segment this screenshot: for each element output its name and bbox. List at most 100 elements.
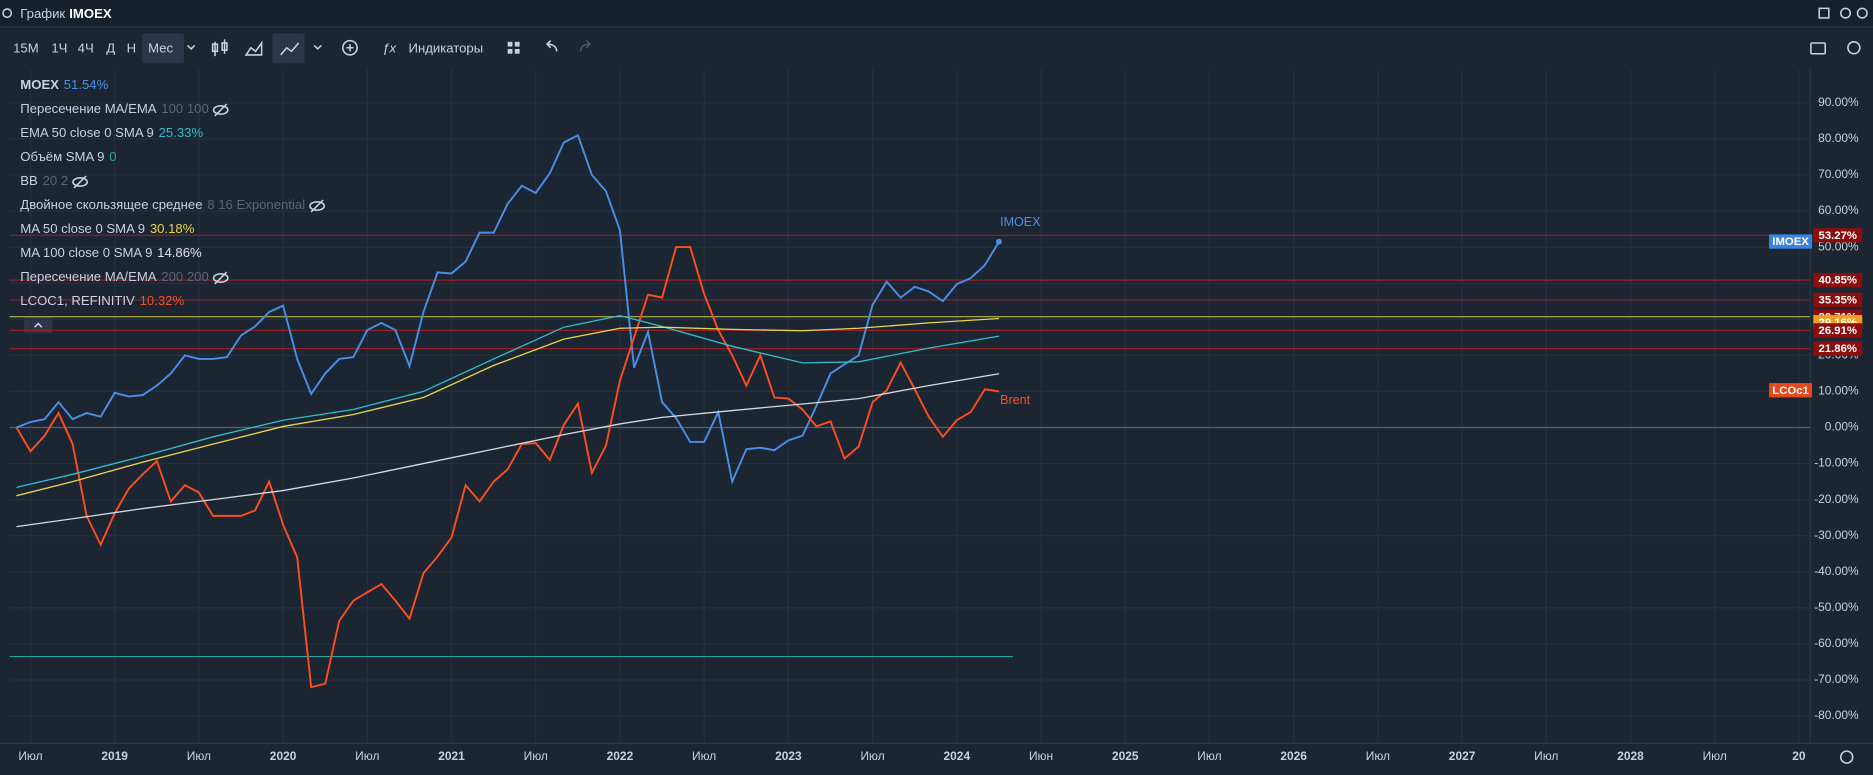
indicators-button[interactable]: Индикаторы [409, 40, 484, 55]
screenshot-icon[interactable] [1810, 42, 1826, 55]
legend-entry: BB 20 2 [20, 173, 68, 188]
interval-button[interactable]: Д [106, 40, 115, 55]
legend-name: Пересечение MA/EMA [20, 269, 156, 284]
axis-settings[interactable] [1839, 750, 1854, 764]
price-tag-label: 29.16% [1819, 317, 1857, 329]
legend-name: EMA 50 close 0 SMA 9 [20, 125, 154, 140]
x-tick-label: 2027 [1449, 749, 1476, 763]
legend-name: MA 50 close 0 SMA 9 [20, 221, 145, 236]
y-tick-label: 90.00% [1818, 95, 1859, 109]
legend-entry: MA 50 close 0 SMA 9 30.18% [20, 221, 194, 236]
price-tag [1769, 383, 1813, 398]
x-tick-label: Июл [1534, 749, 1558, 763]
x-tick-label: Июл [1366, 749, 1390, 763]
price-tag-label: IMOEX [1772, 236, 1809, 248]
active-interval [142, 33, 184, 64]
x-tick-label: Июл [1703, 749, 1727, 763]
dropdown[interactable] [313, 44, 322, 51]
legend-value: 25.33% [159, 125, 204, 140]
y-tick-label: -60.00% [1814, 636, 1859, 650]
settings-icon[interactable] [1839, 7, 1852, 19]
x-tick-label: Июн [1029, 749, 1053, 763]
popout-icon[interactable] [1818, 7, 1830, 19]
y-tick-label: -50.00% [1814, 600, 1859, 614]
y-tick-label: -20.00% [1814, 492, 1859, 506]
legend-value: 51.54% [64, 77, 109, 92]
legend-value: 200 200 [161, 269, 208, 284]
eye-off-icon [73, 175, 87, 189]
legend-entry: LCOC1, REFINITIV 10.32% [20, 293, 184, 308]
series-label: Brent [1000, 393, 1030, 407]
legend-name: MOEX [20, 77, 59, 92]
interval-button[interactable]: 15М [13, 40, 39, 55]
legend-value: 20 2 [43, 173, 69, 188]
settings-icon[interactable] [1847, 41, 1861, 55]
add-icon[interactable] [342, 39, 358, 56]
x-tick-label: Июл [860, 749, 884, 763]
legend-entry: Пересечение MA/EMA 200 200 [20, 269, 208, 284]
legend-entry: Двойное скользящее среднее 8 16 Exponenti… [20, 197, 305, 212]
line-icon [280, 42, 300, 56]
price-tag-label: 35.35% [1819, 295, 1857, 307]
legend-name: Пересечение MA/EMA [20, 101, 156, 116]
area-icon[interactable] [244, 40, 263, 56]
series-line [16, 373, 1000, 528]
add-icon [346, 44, 354, 52]
series-label: IMOEX [1000, 215, 1041, 229]
legend-entry: MA 100 close 0 SMA 9 14.86% [20, 245, 202, 260]
x-tick-label: 2021 [438, 749, 465, 763]
legend-value: 30.18% [150, 221, 195, 236]
price-tag [1813, 228, 1863, 243]
window-symbol: IMOEX [69, 6, 112, 21]
interval-button[interactable]: Н [127, 40, 136, 55]
y-tick-label: 10.00% [1818, 384, 1859, 398]
redo-icon[interactable] [579, 40, 592, 52]
price-tag [1769, 234, 1813, 249]
legend-value: 14.86% [157, 245, 202, 260]
eye-off-icon [310, 199, 324, 213]
layout-icon[interactable] [507, 41, 520, 54]
last-point [995, 238, 1002, 245]
undo-icon[interactable] [545, 40, 558, 52]
eye-off-icon[interactable] [212, 105, 229, 115]
legend-name: BB [20, 173, 38, 188]
window-title: График [20, 6, 65, 21]
x-tick-label: 2025 [1112, 749, 1139, 763]
x-tick-label: 2023 [775, 749, 802, 763]
legend-value: 100 100 [161, 101, 208, 116]
candles-icon[interactable] [211, 39, 228, 57]
x-tick-label: 2026 [1280, 749, 1307, 763]
interval-button[interactable]: 1Ч [51, 40, 67, 55]
price-tag-label: 26.91% [1819, 325, 1857, 337]
search-icon[interactable] [2, 8, 13, 19]
dropdown[interactable] [186, 44, 196, 51]
y-tick-label: 60.00% [1818, 203, 1859, 217]
price-tag-label: LCOc1 [1772, 385, 1809, 397]
y-tick-label: 50.00% [1818, 239, 1859, 253]
legend-value: 10.32% [140, 293, 185, 308]
legend-name: LCOC1, REFINITIV [20, 293, 135, 308]
settings-icon[interactable] [1856, 7, 1868, 19]
x-tick-label: 2019 [101, 749, 128, 763]
legend-name: Объём SMA 9 [20, 149, 104, 164]
eye-off-icon[interactable] [212, 273, 229, 283]
series-line [16, 314, 1000, 488]
eye-off-icon[interactable] [309, 201, 326, 211]
legend-entry: EMA 50 close 0 SMA 9 25.33% [20, 125, 203, 140]
y-tick-label: -40.00% [1814, 564, 1859, 578]
x-tick-label: 2022 [607, 749, 634, 763]
interval-button[interactable]: 4Ч [78, 40, 94, 55]
x-tick-label: Июл [355, 749, 379, 763]
legend-entry: MOEX 51.54% [20, 77, 108, 92]
price-tag-label: 21.86% [1819, 343, 1857, 355]
fx-icon[interactable]: ƒx [382, 40, 396, 55]
series-line [16, 317, 1000, 497]
y-tick-label: 70.00% [1818, 167, 1859, 181]
x-tick-label: 2024 [944, 749, 971, 763]
price-tag [1813, 341, 1863, 356]
interval-button[interactable]: Мес [148, 40, 173, 55]
eye-off-icon[interactable] [72, 177, 89, 187]
x-tick-label: Июл [692, 749, 716, 763]
